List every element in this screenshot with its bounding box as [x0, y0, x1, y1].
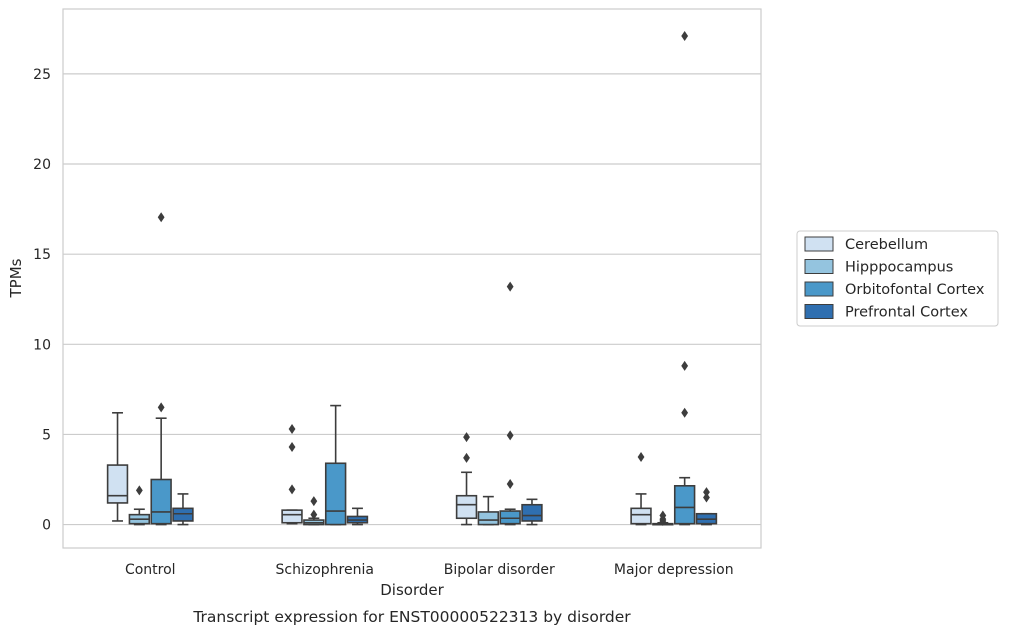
outlier-point — [659, 510, 667, 521]
gridlines — [63, 73, 761, 526]
legend-label: Orbitofontal Cortex — [845, 282, 985, 298]
outlier-point — [681, 407, 689, 418]
box — [172, 493, 194, 526]
outlier-point — [135, 485, 143, 496]
x-tick-label: Control — [125, 562, 176, 578]
x-axis-label: Disorder — [380, 581, 444, 599]
box — [324, 404, 347, 526]
legend: Cerebellum Hipppocampus Orbitofontal Corte… — [796, 230, 999, 327]
outlier-point — [681, 31, 689, 42]
outlier-point — [681, 360, 689, 371]
legend-swatch — [804, 281, 834, 297]
legend-swatch — [804, 236, 834, 252]
box-body — [150, 478, 172, 525]
y-tick-labels: 0 5 10 15 20 25 — [33, 67, 51, 534]
box — [695, 487, 718, 526]
y-tick-label: 5 — [42, 427, 51, 443]
box — [673, 31, 696, 526]
y-axis-label: TPMs — [7, 258, 25, 298]
outlier-point — [157, 212, 165, 223]
box — [303, 496, 325, 526]
legend-label: Prefrontal Cortex — [845, 305, 968, 321]
outlier-point — [506, 479, 514, 490]
outlier-point — [637, 451, 645, 462]
y-tick-label: 15 — [33, 247, 51, 263]
outlier-point — [310, 509, 318, 520]
box — [630, 451, 652, 526]
box-body — [673, 485, 696, 525]
outlier-point — [703, 492, 710, 503]
legend-frame — [796, 230, 999, 327]
legend-label: Cerebellum — [845, 237, 928, 253]
y-tick-label: 0 — [42, 518, 51, 534]
box — [499, 281, 521, 526]
outlier-point — [288, 442, 296, 453]
y-tick-label: 10 — [33, 337, 51, 353]
x-tick-label: Bipolar disorder — [444, 562, 555, 578]
outlier-point — [703, 487, 710, 498]
box — [128, 485, 151, 526]
box — [477, 495, 500, 526]
x-tick-label: Major depression — [614, 562, 734, 578]
box — [346, 507, 369, 526]
outlier-point — [310, 496, 318, 507]
x-tick-labels: Control Schizophrenia Bipolar disorder Majo… — [125, 562, 734, 578]
y-tick-label: 20 — [33, 157, 51, 173]
box — [652, 510, 674, 526]
outlier-point — [288, 424, 296, 435]
box-plot-marks — [106, 31, 718, 526]
box-body — [499, 510, 521, 525]
box — [281, 424, 303, 525]
figure-caption: Transcript expression for ENST0000052231… — [192, 608, 631, 626]
box-body — [455, 494, 478, 520]
box-body — [477, 511, 500, 526]
box-body — [281, 509, 303, 524]
box-body — [630, 507, 652, 525]
legend-swatch — [804, 304, 834, 319]
box-body — [106, 464, 129, 504]
legend-swatch — [804, 259, 834, 274]
box-body — [324, 462, 347, 526]
outlier-point — [506, 281, 514, 292]
outlier-point — [463, 452, 470, 463]
outlier-point — [463, 432, 470, 443]
outlier-point — [506, 430, 514, 441]
box-body — [172, 507, 194, 522]
outlier-point — [288, 484, 296, 495]
box — [150, 212, 172, 526]
box — [106, 411, 129, 522]
box — [521, 498, 543, 526]
legend-label: Hipppocampus — [845, 260, 953, 276]
outlier-point — [157, 402, 165, 413]
box — [455, 432, 478, 526]
x-tick-label: Schizophrenia — [276, 562, 374, 578]
y-tick-label: 25 — [33, 67, 51, 83]
box-body — [521, 503, 543, 522]
plot-area-frame — [62, 8, 762, 549]
